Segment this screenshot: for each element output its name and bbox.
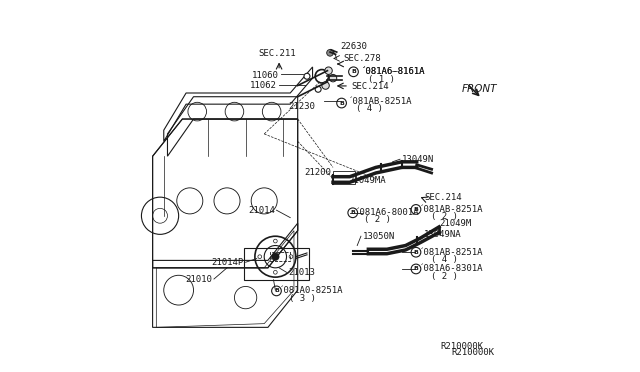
Text: 13050N: 13050N — [363, 232, 395, 241]
Text: 21013: 21013 — [289, 268, 316, 277]
Circle shape — [258, 255, 262, 259]
Text: ´081AB-8251A: ´081AB-8251A — [419, 205, 483, 214]
Text: FRONT: FRONT — [461, 84, 497, 94]
Text: ´081AB-8251A: ´081AB-8251A — [348, 97, 412, 106]
Text: 13049N: 13049N — [402, 155, 434, 164]
Text: ´081A6-8001A: ´081A6-8001A — [355, 208, 420, 217]
Circle shape — [273, 270, 277, 274]
Text: SEC.278: SEC.278 — [344, 54, 381, 63]
Text: SEC.214: SEC.214 — [424, 193, 462, 202]
Text: B: B — [274, 288, 279, 294]
Text: 21014P: 21014P — [211, 258, 244, 267]
Bar — [270, 252, 290, 261]
Circle shape — [315, 86, 321, 92]
Text: ( 4 ): ( 4 ) — [356, 104, 383, 113]
Text: ( 2 ): ( 2 ) — [431, 272, 458, 280]
Text: 13049NA: 13049NA — [424, 230, 462, 239]
Text: ( 2 ): ( 2 ) — [431, 212, 458, 221]
Circle shape — [289, 255, 293, 259]
Text: 21014: 21014 — [248, 206, 275, 215]
Circle shape — [304, 73, 310, 79]
Text: B: B — [413, 266, 419, 272]
Bar — [333, 171, 355, 184]
Text: B: B — [413, 250, 419, 255]
Text: ´081A6-8161A: ´081A6-8161A — [361, 67, 426, 76]
Text: ( 1 ): ( 1 ) — [369, 75, 396, 84]
Text: B: B — [339, 100, 344, 106]
Circle shape — [325, 67, 332, 74]
Text: 21230: 21230 — [289, 102, 316, 110]
Text: 21049MA: 21049MA — [348, 176, 385, 185]
Text: ( 4 ): ( 4 ) — [431, 255, 458, 264]
Text: ( 2 ): ( 2 ) — [364, 215, 391, 224]
Circle shape — [330, 74, 337, 82]
Text: 11062: 11062 — [250, 81, 277, 90]
Text: ´081AB-8251A: ´081AB-8251A — [419, 248, 483, 257]
Text: 21200: 21200 — [304, 169, 331, 177]
Text: SEC.211: SEC.211 — [259, 49, 296, 58]
Text: B: B — [413, 207, 419, 212]
Text: B: B — [351, 69, 356, 74]
Bar — [244, 248, 309, 280]
Text: ( 3 ): ( 3 ) — [289, 294, 316, 303]
Text: 11060: 11060 — [252, 71, 279, 80]
Text: 21010: 21010 — [185, 275, 212, 284]
Text: 21049M: 21049M — [439, 219, 471, 228]
Text: R210000K: R210000K — [452, 348, 495, 357]
Circle shape — [322, 82, 330, 89]
Text: SEC.214: SEC.214 — [351, 82, 388, 91]
Circle shape — [326, 49, 333, 56]
Circle shape — [273, 239, 277, 243]
Text: 22630: 22630 — [340, 42, 367, 51]
Text: B: B — [350, 210, 355, 215]
Circle shape — [271, 253, 279, 260]
Text: ´081A6–8161A: ´081A6–8161A — [361, 67, 426, 76]
Text: ´081A0-8251A: ´081A0-8251A — [279, 286, 344, 295]
Text: R210000K: R210000K — [441, 342, 484, 351]
Text: ´081A6-8301A: ´081A6-8301A — [419, 264, 483, 273]
